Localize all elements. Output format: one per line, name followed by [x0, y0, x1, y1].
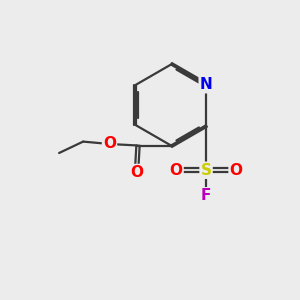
Text: O: O — [103, 136, 116, 152]
Text: O: O — [169, 163, 183, 178]
Text: O: O — [230, 163, 243, 178]
Text: F: F — [201, 188, 211, 203]
Text: S: S — [201, 163, 212, 178]
Text: N: N — [200, 77, 212, 92]
Text: O: O — [130, 165, 143, 180]
